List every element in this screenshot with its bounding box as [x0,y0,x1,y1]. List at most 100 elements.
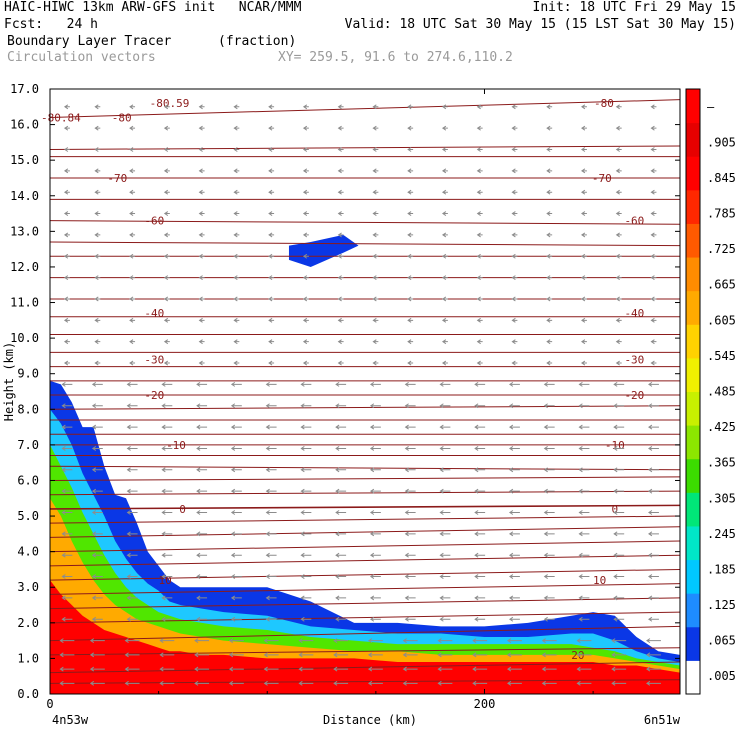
circulation-vector [439,403,451,409]
circulation-vector [198,232,205,238]
circulation-vector [650,168,657,174]
circulation-vector [61,381,73,387]
circulation-vector [163,317,170,323]
circulation-vector [615,189,622,195]
temperature-contour-line [50,526,680,538]
circulation-vector [63,211,70,216]
x-axis-label: Distance (km) [323,713,417,727]
circulation-vector [129,253,136,259]
circulation-vector [91,510,103,515]
circulation-vector [576,638,592,644]
circulation-vector [404,446,416,451]
circulation-vector [439,531,451,537]
temperature-contour-line [50,647,680,656]
temperature-contour-label: 0 [612,503,619,516]
circulation-vector [581,317,587,323]
y-tick-label: 8.0 [17,402,39,416]
circulation-vector [265,381,277,387]
y-tick-label: 0.0 [17,687,39,701]
circulation-vector [163,189,170,195]
circulation-vector [198,317,205,323]
circulation-vector [615,232,622,238]
colorbar-label: .065 [707,634,736,648]
circulation-vector [298,680,314,686]
circulation-vector [163,147,170,152]
circulation-vector [59,666,75,672]
circulation-vector [439,552,451,558]
circulation-vector [89,666,105,672]
temperature-contour-label: 10 [159,574,172,587]
temperature-contour-label: 10 [593,574,606,587]
circulation-vector [263,652,279,658]
temperature-contour-label: -20 [144,389,164,402]
circulation-vector [439,574,451,579]
circulation-vector [615,125,622,131]
circulation-vector [230,403,242,409]
circulation-vector [163,360,170,366]
circulation-vector [194,652,210,658]
circulation-vector [126,510,138,515]
circulation-vector [263,680,279,686]
circulation-vector [233,275,240,281]
circulation-vector [124,666,140,672]
circulation-vector [268,360,275,366]
circulation-vector [615,147,622,152]
y-tick-label: 15.0 [10,153,39,167]
plot-frame [49,88,681,695]
circulation-vector [333,666,349,672]
temperature-contour-label: -20 [624,389,644,402]
circulation-vector [163,211,170,216]
circulation-vector [268,232,275,238]
field-name: Boundary Layer Tracer [7,34,172,49]
circulation-vector [124,652,140,658]
temperature-contour-line [50,490,680,496]
colorbar-label: .305 [707,491,736,505]
circulation-vector [650,189,657,195]
circulation-vector [543,488,555,494]
circulation-vector [650,125,657,131]
colorbar-label: .905 [707,135,736,149]
circulation-vector [126,574,138,579]
circulation-vector [648,403,659,409]
circulation-vector [372,232,379,238]
circulation-vector [129,189,136,195]
circulation-vector [268,275,275,281]
circulation-vector [369,381,381,387]
circulation-vector [476,232,483,238]
circulation-vector [511,232,518,238]
circulation-vector [61,467,73,473]
circulation-vector [613,381,625,387]
circulation-vector [615,168,622,174]
circulation-vector [581,339,587,345]
circulation-vector [402,652,418,658]
circulation-vector [476,125,483,131]
circulation-vector [91,574,103,579]
circulation-vector [508,467,520,473]
circulation-vector [228,680,244,686]
circulation-vector [402,638,418,644]
circulation-vector [161,403,173,409]
circulation-vector [335,616,347,622]
circulation-vector [161,595,173,601]
circulation-vector [91,595,103,601]
circulation-vector [337,275,344,281]
circulation-vector [63,296,70,302]
circulation-vector [407,168,414,174]
circulation-vector [63,125,70,131]
circulation-vector [407,275,414,281]
circulation-vector [613,595,625,601]
circulation-vector [196,552,208,558]
circulation-vector [302,317,309,323]
circulation-vector [124,638,140,644]
circulation-vector [441,125,448,131]
circulation-vector [543,574,555,579]
circulation-vector [233,232,240,238]
circulation-vector [265,531,277,537]
circulation-vector [196,381,208,387]
circulation-vector [196,510,208,515]
circulation-vector [402,666,418,672]
circulation-vector [648,381,659,387]
circulation-vector [437,652,453,658]
circulation-vector [91,446,103,451]
circulation-vector [648,446,659,451]
